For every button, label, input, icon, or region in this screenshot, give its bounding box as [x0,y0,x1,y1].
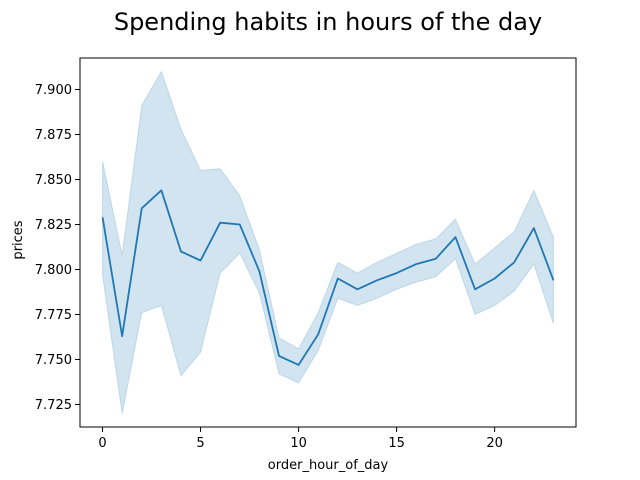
y-axis-ticks: 7.725 7.750 7.775 7.800 7.825 7.850 7.875 7.900 [35,83,80,413]
y-tick-label: 7.800 [35,263,72,278]
y-tick-label: 7.775 [35,308,72,323]
series-line [101,189,555,366]
y-tick-label: 7.900 [35,83,72,98]
y-tick-label: 7.750 [35,353,72,368]
x-tick-label: 10 [290,436,307,451]
plot-area [101,70,555,414]
x-tick-label: 15 [388,436,405,451]
x-tick-label: 5 [196,436,204,451]
y-tick-label: 7.825 [35,218,72,233]
y-axis-label: prices [11,220,26,259]
confidence-band [102,70,554,414]
y-tick-label: 7.850 [35,173,72,188]
x-tick-label: 0 [98,436,106,451]
x-axis-label: order_hour_of_day [268,458,389,473]
plot-frame [79,57,577,428]
y-tick-label: 7.875 [35,128,72,143]
x-tick-label: 20 [486,436,503,451]
chart-title: Spending habits in hours of the day [114,8,542,36]
x-axis-ticks: 0 5 10 15 20 [98,427,503,451]
y-tick-label: 7.725 [35,398,72,413]
